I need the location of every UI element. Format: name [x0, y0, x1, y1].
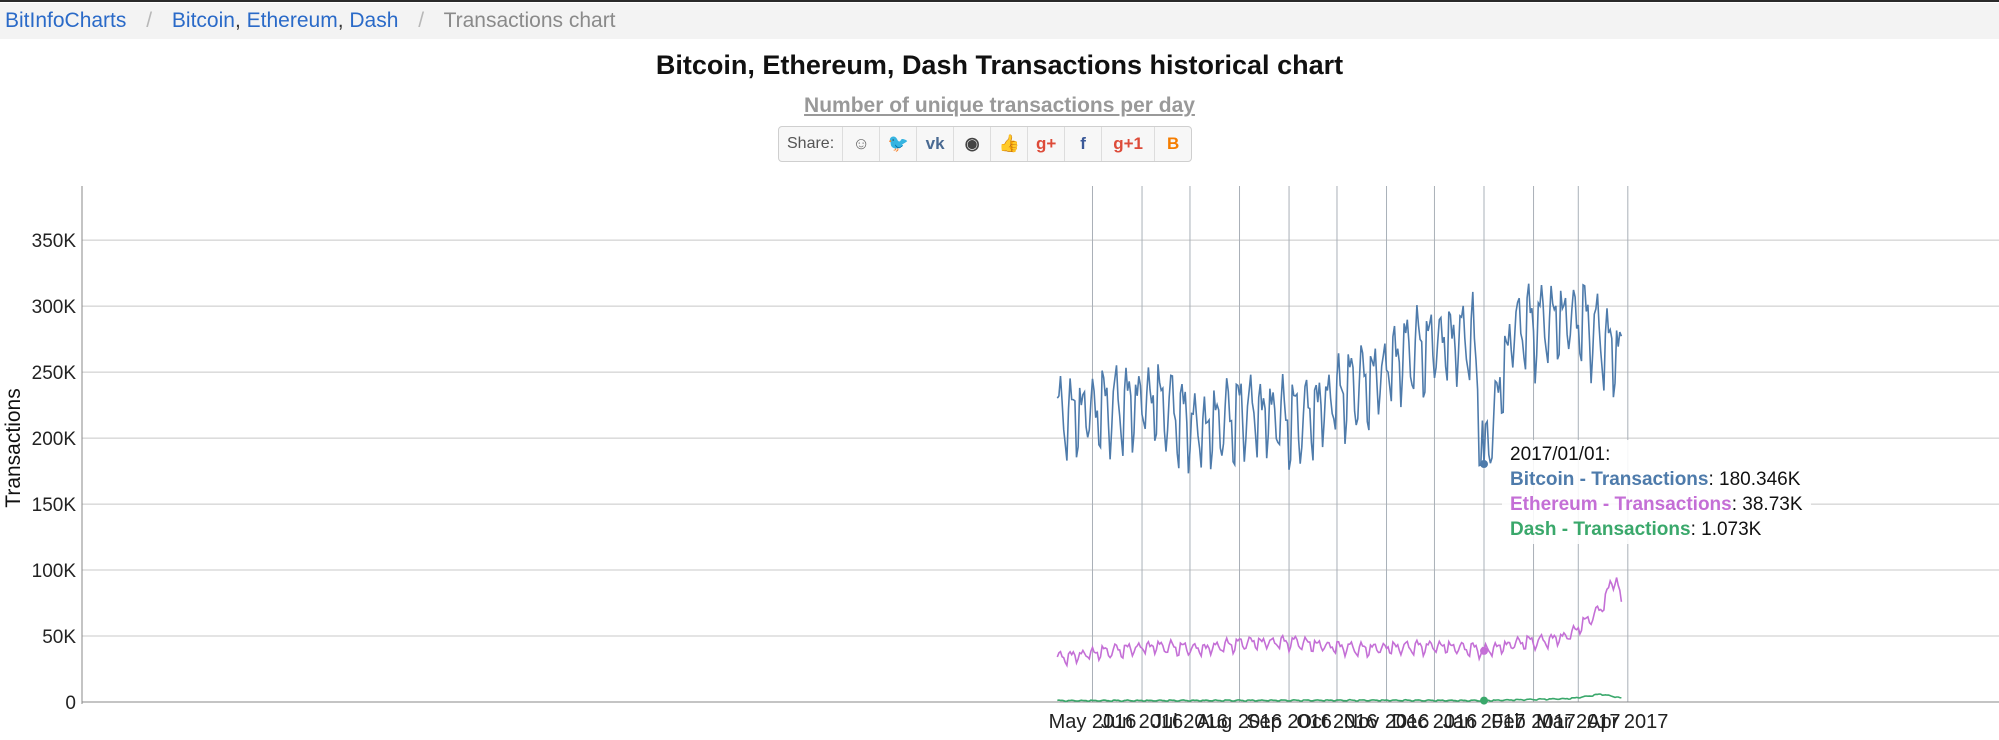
share-facebook-button[interactable]: f [1065, 127, 1103, 161]
breadcrumb-home-link[interactable]: BitInfoCharts [5, 9, 127, 32]
breadcrumb-separator: / [146, 9, 153, 32]
tooltip-value-ethereum: 38.73K [1742, 494, 1803, 515]
tooltip-row-ethereum: Ethereum - Transactions: 38.73K [1510, 494, 1803, 515]
x-tick-label: May 2016 [1049, 711, 1137, 733]
breadcrumb-current: Transactions chart [443, 9, 616, 32]
breadcrumb-comma: , [337, 9, 344, 32]
share-plusone-button[interactable]: g+1 [1102, 127, 1156, 161]
share-blogger-button[interactable]: B [1167, 134, 1180, 153]
y-tick-label: 50K [42, 627, 76, 648]
series-line-dash [1057, 693, 1622, 703]
x-tick-label: Oct 2016 [1296, 711, 1377, 733]
breadcrumb-dash-link[interactable]: Dash [349, 9, 399, 32]
share-twitter-button[interactable]: 🐦 [880, 127, 918, 161]
top-border [0, 0, 1999, 2]
share-like-button[interactable]: 👍 [991, 127, 1029, 161]
highlight-point-dash[interactable] [1480, 696, 1488, 705]
share-buttons: ☺ 🐦 vk ◉ 👍 g+ f g+1 B [843, 127, 1191, 161]
highlight-point-ethereum[interactable] [1480, 646, 1488, 655]
series-line-ethereum [1056, 577, 1623, 668]
y-tick-label: 300K [32, 297, 77, 318]
x-tick-label: Jun 2016 [1101, 711, 1183, 733]
y-tick-label: 250K [32, 363, 77, 384]
x-tick-label: Dec 2016 [1392, 711, 1478, 733]
chart-tooltip: 2017/01/01: Bitcoin - Transactions: 180.… [1502, 440, 1811, 544]
tooltip-row-dash: Dash - Transactions: 1.073K [1510, 519, 1762, 540]
chart-title: Bitcoin, Ethereum, Dash Transactions his… [655, 50, 1344, 80]
tooltip-label-dash: Dash - Transactions [1510, 519, 1691, 540]
breadcrumb-ethereum-link[interactable]: Ethereum [246, 9, 338, 32]
breadcrumb-bitcoin-link[interactable]: Bitcoin [171, 9, 235, 32]
chart-subtitle: Number of unique transactions per day [0, 94, 1999, 118]
tooltip-date: 2017/01/01: [1510, 444, 1611, 465]
x-tick-label: Nov 2016 [1344, 711, 1430, 733]
share-weibo-button[interactable]: ◉ [954, 127, 992, 161]
share-googleplus-button[interactable]: g+ [1028, 127, 1066, 161]
tooltip-value-bitcoin: 180.346K [1719, 469, 1801, 490]
x-tick-label: Sep 2016 [1246, 711, 1332, 733]
chart-area[interactable]: 0 50K 100K 150K 200K 250K 300K 350K May 2016Jun … [0, 180, 1999, 740]
tooltip-label-bitcoin: Bitcoin - Transactions [1510, 469, 1709, 490]
breadcrumb-separator: / [418, 9, 425, 32]
y-axis-label: Transactions [2, 388, 25, 507]
breadcrumb: BitInfoCharts / Bitcoin, Ethereum, Dash … [0, 3, 1999, 39]
series-line-bitcoin [1056, 283, 1623, 474]
tooltip-value-dash: 1.073K [1701, 519, 1762, 540]
x-tick-label: Aug 2016 [1197, 711, 1283, 733]
x-tick-label: Mar 2017 [1536, 711, 1621, 733]
x-tick-label: Feb 2017 [1491, 711, 1576, 733]
x-tick-label: Apr 2017 [1587, 711, 1668, 733]
highlight-point-bitcoin[interactable] [1480, 460, 1488, 469]
x-tick-label: Jul 2016 [1152, 711, 1228, 733]
y-tick-label: 150K [32, 495, 77, 516]
share-label: Share: [779, 127, 844, 161]
y-tick-label: 0 [65, 693, 76, 714]
breadcrumb-comma: , [234, 9, 241, 32]
x-tick-label: Jan 2017 [1443, 711, 1525, 733]
chart-subtitle-text: Number of unique transactions per day [804, 94, 1195, 117]
y-tick-label: 100K [32, 561, 77, 582]
y-tick-label: 200K [32, 429, 77, 450]
y-tick-label: 350K [32, 231, 77, 252]
share-bar: Share: ☺ 🐦 vk ◉ 👍 g+ f g+1 B [778, 126, 1193, 162]
tooltip-label-ethereum: Ethereum - Transactions [1510, 494, 1732, 515]
tooltip-row-bitcoin: Bitcoin - Transactions: 180.346K [1510, 469, 1801, 490]
share-vk-button[interactable]: vk [917, 127, 955, 161]
share-reddit-button[interactable]: ☺ [843, 127, 881, 161]
